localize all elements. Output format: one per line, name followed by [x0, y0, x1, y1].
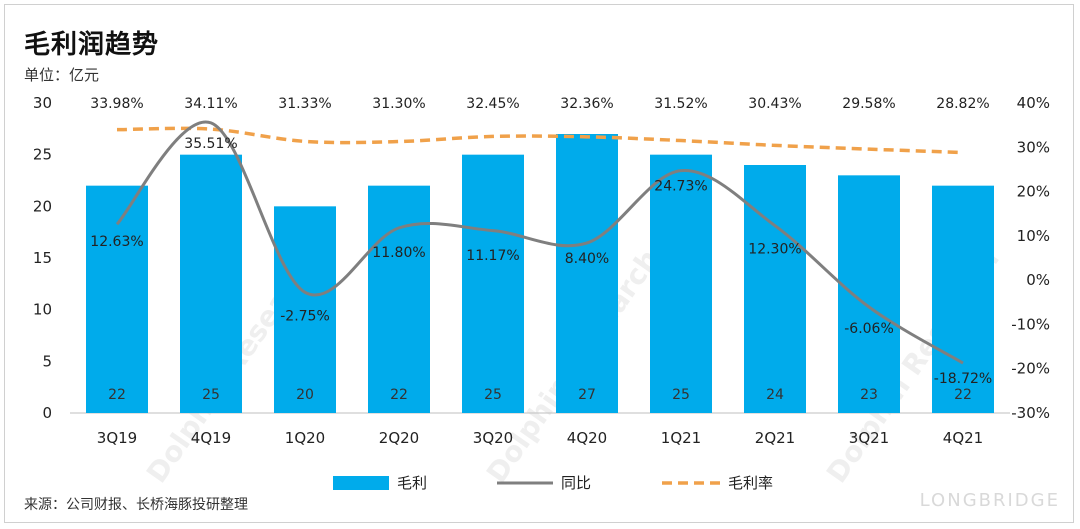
yoy-label: 11.80% [372, 245, 425, 261]
legend-bar-label: 毛利 [397, 474, 427, 492]
x-tick-label: 3Q20 [473, 429, 513, 447]
source-note: 来源：公司财报、长桥海豚投研整理 [24, 497, 248, 513]
unit-label: 单位：亿元 [24, 66, 100, 84]
bar [556, 134, 618, 413]
y-tick-label: 15 [33, 249, 52, 267]
y2-tick-label: 0% [1026, 271, 1050, 289]
margin-label: 32.45% [466, 96, 519, 112]
legend-bar-swatch [333, 476, 389, 490]
y2-tick-label: 10% [1017, 227, 1050, 245]
x-tick-label: 4Q19 [191, 429, 231, 447]
x-tick-label: 4Q21 [943, 429, 983, 447]
brand-watermark: LONGBRIDGE [919, 490, 1060, 511]
margin-label: 32.36% [560, 96, 613, 112]
bar-value-label: 20 [296, 387, 314, 403]
bar [838, 175, 900, 413]
y-tick-label: 5 [42, 352, 52, 370]
y2-tick-label: -20% [1011, 360, 1050, 378]
bar-value-label: 22 [108, 387, 126, 403]
yoy-label: -2.75% [280, 308, 330, 324]
yoy-label: 11.17% [466, 248, 519, 264]
y2-tick-label: -30% [1011, 404, 1050, 422]
y-tick-label: 30 [33, 94, 52, 112]
bar [932, 185, 994, 413]
x-tick-label: 1Q20 [285, 429, 325, 447]
bar-value-label: 25 [672, 387, 690, 403]
x-tick-label: 2Q20 [379, 429, 419, 447]
margin-label: 33.98% [90, 96, 143, 112]
legend-yoy-label: 同比 [561, 474, 591, 492]
y-tick-label: 0 [42, 404, 52, 422]
margin-label: 29.58% [842, 96, 895, 112]
bar-value-label: 25 [202, 387, 220, 403]
bar [180, 154, 242, 413]
y-tick-label: 20 [33, 197, 52, 215]
margin-label: 31.33% [278, 96, 331, 112]
x-tick-label: 3Q21 [849, 429, 889, 447]
bar [744, 165, 806, 413]
bar [274, 206, 336, 413]
y2-tick-label: 40% [1017, 94, 1050, 112]
yoy-line [115, 120, 964, 365]
bar-value-label: 24 [766, 387, 784, 403]
bar [462, 154, 524, 413]
yoy-label: 12.63% [90, 234, 143, 250]
bar-value-label: 25 [484, 387, 502, 403]
bar-value-label: 23 [860, 387, 878, 403]
y2-tick-label: 20% [1017, 183, 1050, 201]
y2-tick-label: -10% [1011, 315, 1050, 333]
y-tick-label: 10 [33, 301, 52, 319]
bar-value-label: 27 [578, 387, 596, 403]
y-tick-label: 25 [33, 146, 52, 164]
x-tick-label: 3Q19 [97, 429, 137, 447]
margin-label: 28.82% [936, 96, 989, 112]
margin-label: 31.52% [654, 96, 707, 112]
yoy-label: -18.72% [934, 371, 992, 387]
yoy-label: 35.51% [184, 136, 237, 152]
y2-tick-label: 30% [1017, 138, 1050, 156]
chart-title: 毛利润趋势 [24, 30, 160, 60]
margin-line [116, 126, 964, 155]
margin-label: 34.11% [184, 96, 237, 112]
yoy-label: 12.30% [748, 242, 801, 258]
chart-frame [4, 4, 1074, 523]
bar [86, 185, 148, 413]
bar-value-label: 22 [954, 387, 972, 403]
bar-value-label: 22 [390, 387, 408, 403]
bar [650, 154, 712, 413]
x-tick-label: 1Q21 [661, 429, 701, 447]
margin-label: 31.30% [372, 96, 425, 112]
yoy-label: 24.73% [654, 179, 707, 195]
bar [368, 185, 430, 413]
yoy-label: -6.06% [844, 321, 894, 337]
yoy-label: 8.40% [565, 251, 609, 267]
legend-margin-label: 毛利率 [728, 474, 773, 492]
margin-label: 30.43% [748, 96, 801, 112]
x-tick-label: 4Q20 [567, 429, 607, 447]
x-tick-label: 2Q21 [755, 429, 795, 447]
